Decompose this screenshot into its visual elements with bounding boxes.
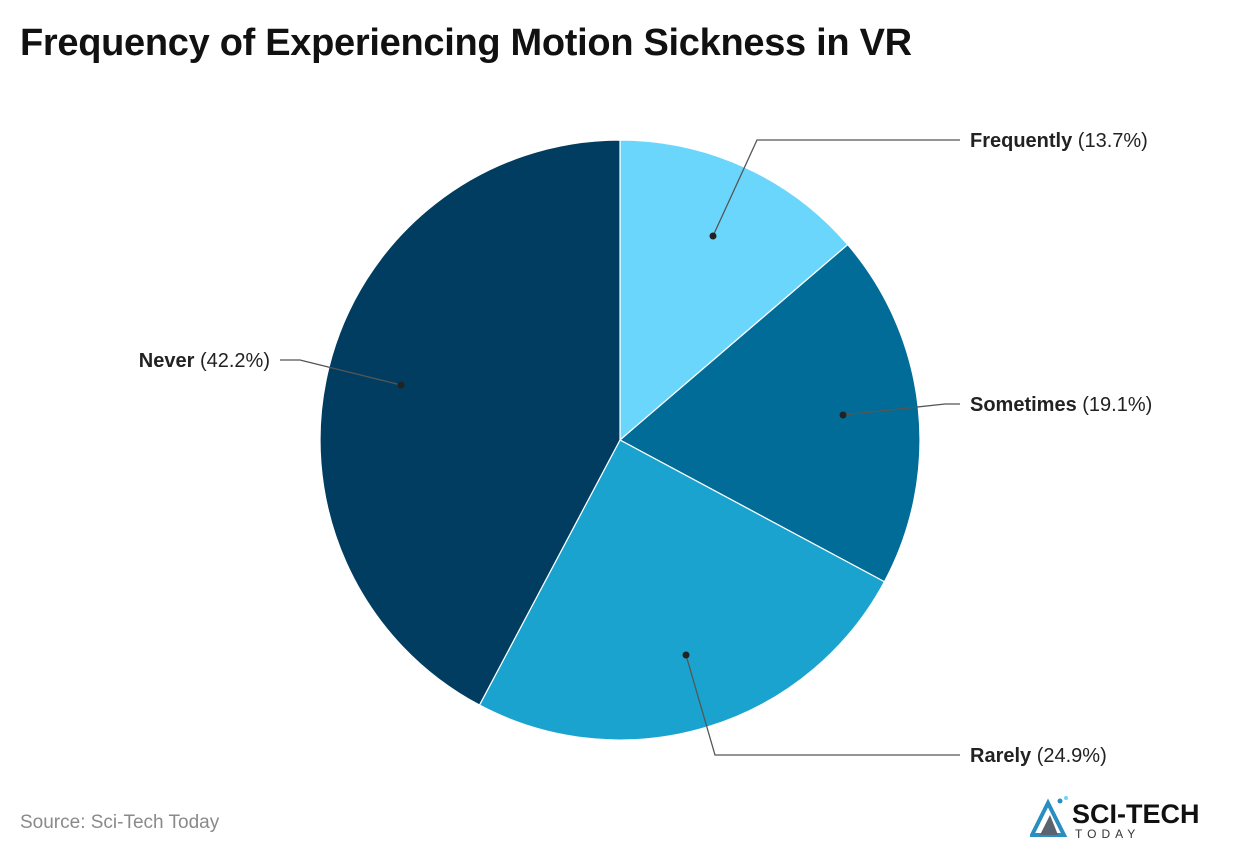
slice-label-value: (24.9%) — [1031, 745, 1107, 767]
sci-tech-today-logo: SCI-TECH TODAY — [1030, 796, 1200, 840]
slice-label-value: (19.1%) — [1077, 394, 1153, 416]
leader-line — [685, 654, 960, 756]
leader-line — [842, 403, 960, 416]
slice-label-name: Sometimes — [970, 394, 1077, 416]
slice-label-frequently: Frequently (13.7%) — [970, 130, 1148, 152]
slice-label-rarely: Rarely (24.9%) — [970, 745, 1107, 767]
slice-label-value: (13.7%) — [1072, 130, 1148, 152]
pie-slice-frequently — [619, 139, 849, 442]
slice-label-name: Never — [139, 350, 195, 372]
slice-label-value: (42.2%) — [194, 350, 270, 372]
logo-text: SCI-TECH — [1072, 799, 1200, 829]
slice-label-name: Rarely — [970, 745, 1032, 767]
source-note: Source: Sci-Tech Today — [20, 812, 220, 833]
leader-line — [280, 359, 402, 386]
leader-dot — [397, 381, 405, 389]
slice-label-never: Never (42.2%) — [139, 350, 270, 372]
slice-label-sometimes: Sometimes (19.1%) — [970, 394, 1152, 416]
logo-subtext: TODAY — [1075, 827, 1140, 840]
chart-title: Frequency of Experiencing Motion Sicknes… — [20, 22, 912, 64]
leader-dot — [839, 411, 847, 419]
leader-dot — [709, 232, 717, 240]
leader-dot — [682, 651, 690, 659]
leader-line — [712, 139, 960, 237]
slice-label-name: Frequently — [970, 130, 1073, 152]
